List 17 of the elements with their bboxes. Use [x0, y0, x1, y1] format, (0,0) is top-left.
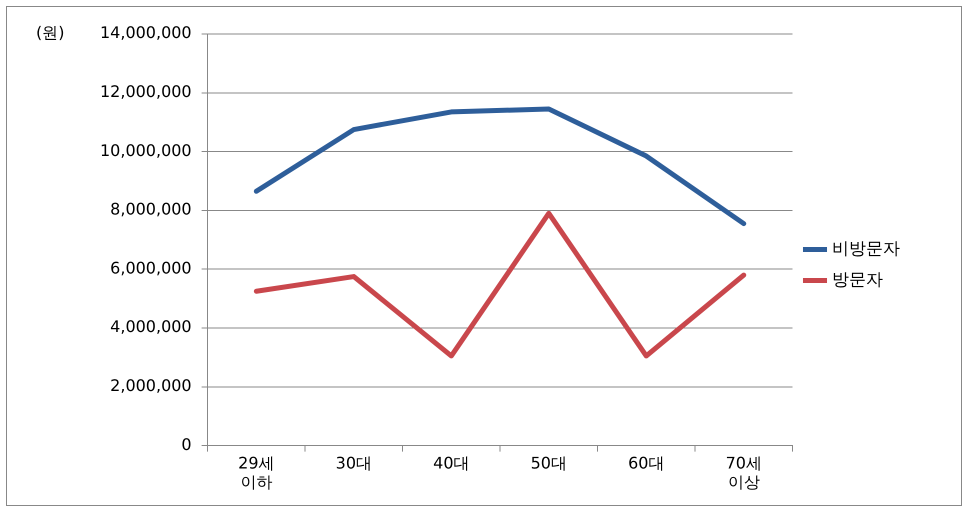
y-axis-title: (원): [36, 23, 64, 42]
x-tick-label: 30대: [336, 453, 372, 472]
y-tick-label: 0: [181, 434, 192, 454]
x-tick-label: 50대: [530, 453, 567, 472]
y-tick-label: 12,000,000: [100, 82, 192, 101]
y-tick-label: 10,000,000: [100, 140, 192, 160]
x-tick-label: 70세 이상: [726, 453, 762, 492]
y-tick-label: 8,000,000: [110, 200, 192, 219]
x-tick-label: 60대: [628, 453, 664, 472]
y-tick-label: 6,000,000: [110, 258, 192, 278]
x-tick-label: 40대: [433, 453, 470, 472]
legend-label: 방문자: [832, 270, 883, 290]
y-tick-label: 2,000,000: [110, 376, 192, 395]
y-tick-label: 14,000,000: [100, 23, 192, 42]
y-tick-label: 4,000,000: [110, 317, 192, 336]
x-tick-label: 29세 이하: [238, 453, 275, 492]
legend-label: 비방문자: [832, 238, 900, 259]
